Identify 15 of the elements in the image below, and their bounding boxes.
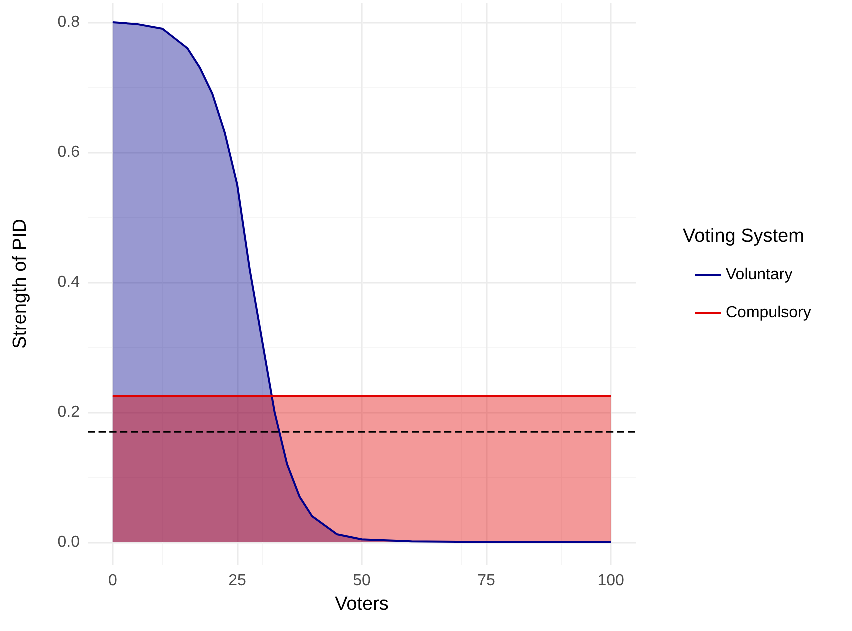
legend-title: Voting System xyxy=(683,226,804,247)
legend-label: Compulsory xyxy=(726,304,812,322)
y-tick-label: 0.4 xyxy=(58,274,80,291)
y-tick-label: 0.0 xyxy=(58,534,80,551)
legend-label: Voluntary xyxy=(726,266,793,284)
y-tick-label: 0.8 xyxy=(58,14,80,31)
y-axis-title: Strength of PID xyxy=(10,219,31,349)
x-axis-title: Voters xyxy=(335,594,389,615)
x-tick-label: 50 xyxy=(353,572,371,590)
y-tick-label: 0.2 xyxy=(58,404,80,421)
x-tick-label: 25 xyxy=(228,572,246,590)
y-tick-label: 0.6 xyxy=(58,144,80,161)
x-tick-label: 0 xyxy=(108,572,118,590)
x-tick-label: 75 xyxy=(478,572,496,590)
x-tick-label: 100 xyxy=(598,572,625,590)
